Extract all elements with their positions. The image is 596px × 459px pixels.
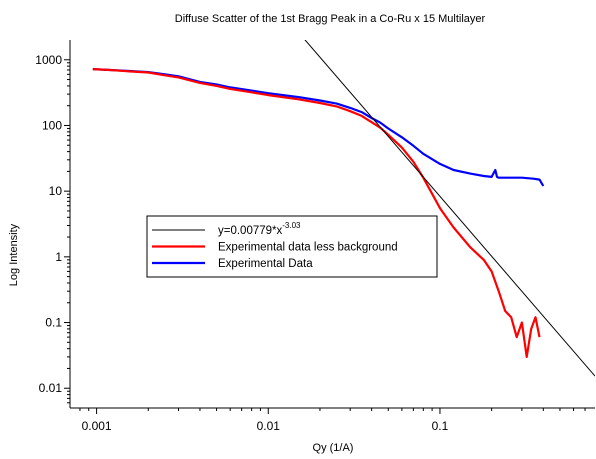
legend-label-bg: Experimental data less background	[218, 242, 398, 254]
x-tick-label: 0.001	[82, 419, 112, 433]
y-tick-label: 0.1	[45, 316, 62, 330]
series-line-fit	[304, 40, 595, 377]
legend-label-raw: Experimental Data	[218, 258, 313, 270]
legend: y=0.00779*x-3.03 Experimental data less b…	[146, 215, 438, 278]
y-ticks: 1000 100 10 1 0.1 0.01	[35, 53, 70, 404]
y-axis-label: Log Intensity	[8, 223, 20, 286]
y-tick-label: 100	[42, 118, 62, 132]
y-tick-label: 10	[49, 184, 63, 198]
legend-label-exponent: -3.03	[282, 221, 301, 230]
y-tick-label: 1	[55, 250, 62, 264]
x-tick-label: 0.1	[432, 419, 449, 433]
y-tick-label: 1000	[35, 53, 62, 67]
x-ticks: 0.001 0.01 0.1	[79, 408, 586, 433]
x-axis-label: Qy (1/A)	[313, 442, 354, 454]
series-layer	[92, 40, 595, 377]
x-tick-label: 0.01	[257, 419, 281, 433]
y-tick-label: 0.01	[39, 381, 63, 395]
chart-title: Diffuse Scatter of the 1st Bragg Peak in…	[175, 13, 486, 25]
legend-label-fit: y=0.00779*x-3.03	[218, 221, 301, 237]
